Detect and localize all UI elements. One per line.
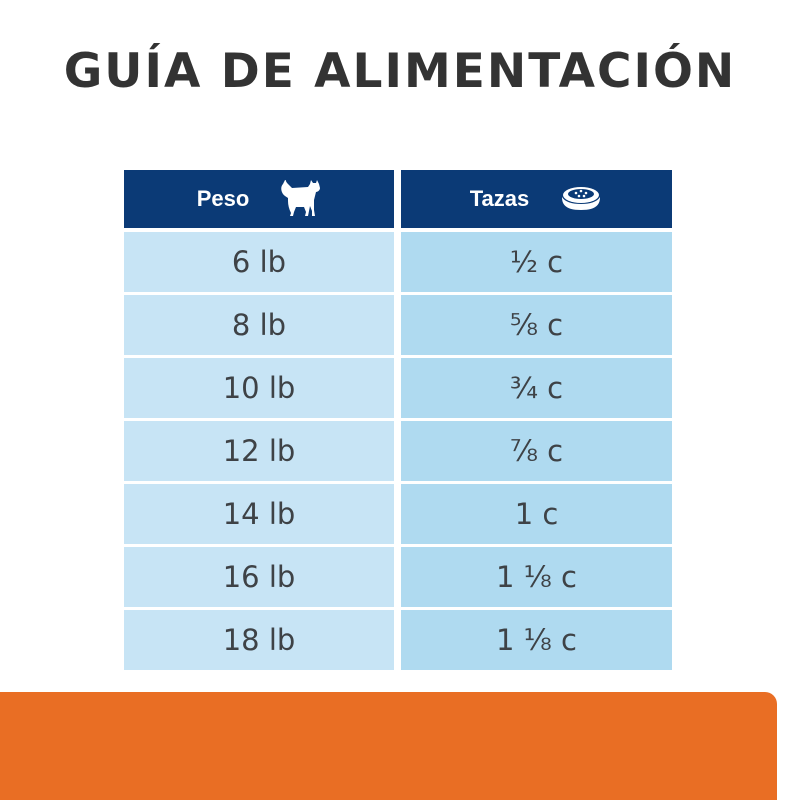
page-title: GUÍA DE ALIMENTACIÓN	[63, 44, 737, 99]
cups-cell: 1 c	[401, 484, 672, 544]
weight-cell: 8 lb	[124, 295, 394, 355]
cups-cell: ¾ c	[401, 358, 672, 418]
header-weight-label: Peso	[196, 186, 250, 211]
cups-cell: 1 ⅛ c	[401, 547, 672, 607]
cat-icon	[279, 180, 321, 218]
weight-cell: 6 lb	[124, 232, 394, 292]
weight-cell: 16 lb	[124, 547, 394, 607]
cups-cell: ⅝ c	[401, 295, 672, 355]
header-weight: Peso	[124, 170, 394, 228]
cups-cell: 1 ⅛ c	[401, 610, 672, 670]
weight-cell: 12 lb	[124, 421, 394, 481]
cups-cell: ⅞ c	[401, 421, 672, 481]
header-cups-label: Tazas	[469, 186, 530, 211]
weight-cell: 14 lb	[124, 484, 394, 544]
header-cups: Tazas	[401, 170, 672, 228]
orange-footer-band	[0, 692, 777, 800]
weight-cell: 18 lb	[124, 610, 394, 670]
weight-cell: 10 lb	[124, 358, 394, 418]
feeding-table: Peso Tazas 6 lb ½ c 8 lb ⅝ c 10 lb ¾ c 1…	[124, 170, 672, 670]
cups-cell: ½ c	[401, 232, 672, 292]
food-bowl-icon	[559, 183, 603, 215]
